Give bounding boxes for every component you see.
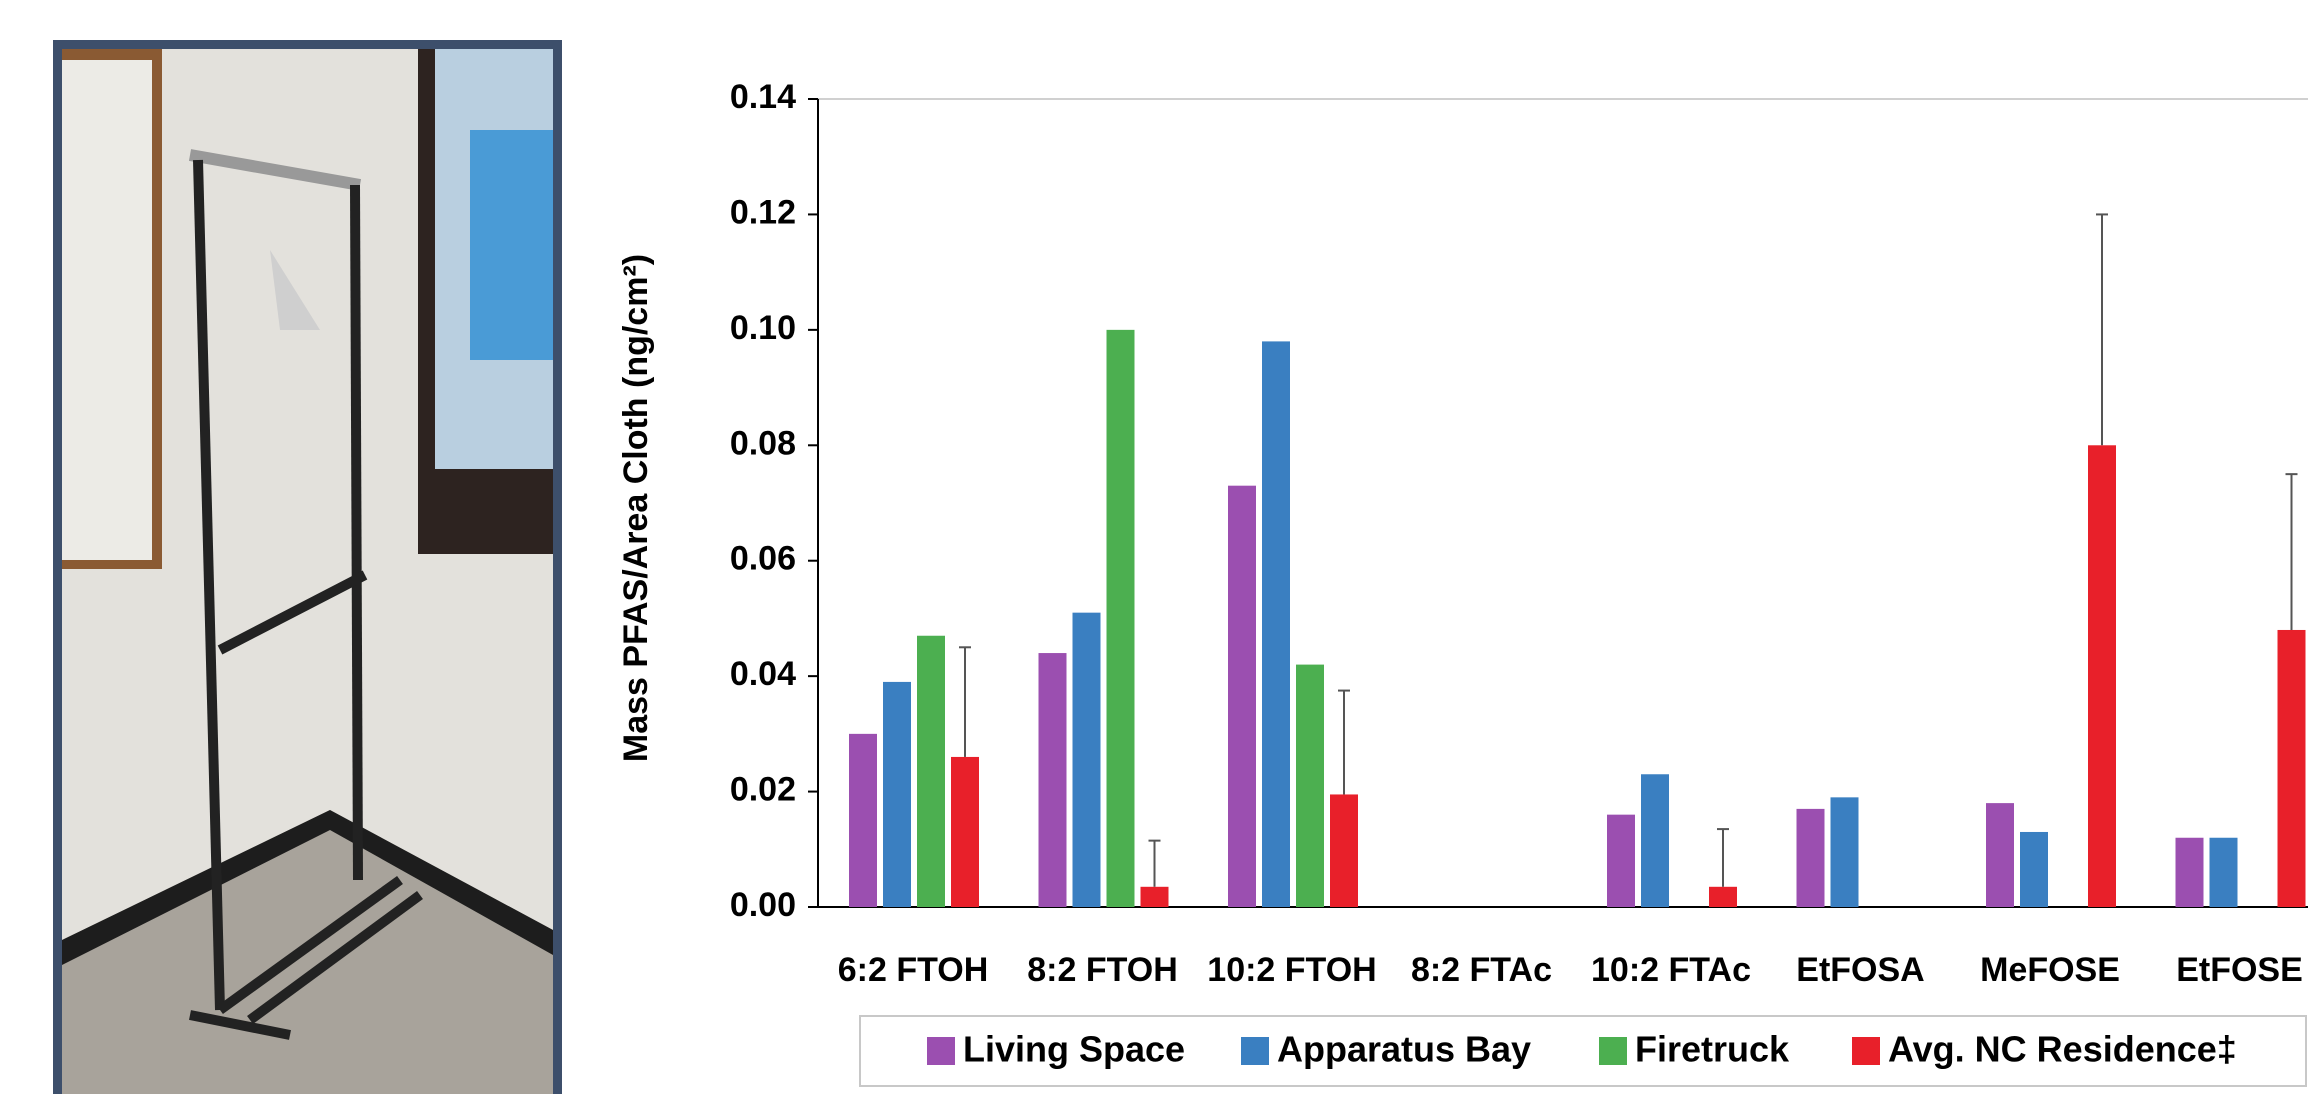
x-tick-label: 10:2 FTAc (1591, 951, 1751, 989)
bar (1072, 612, 1101, 907)
y-axis-title: Mass PFAS/Area Cloth (ng/cm²) (617, 254, 655, 762)
bar (1796, 808, 1825, 907)
baseboard (62, 810, 330, 965)
bar (1140, 886, 1169, 907)
x-tick-label: EtFOSA (1796, 951, 1924, 989)
bar (2020, 831, 2048, 907)
bar (1262, 341, 1290, 907)
y-tick-label: 0.14 (730, 78, 796, 116)
bar (951, 756, 979, 907)
legend-swatch (927, 1037, 955, 1065)
bar (883, 681, 911, 907)
legend-box (859, 1015, 2307, 1087)
y-tick-label: 0.12 (730, 193, 796, 231)
y-tick-label: 0.08 (730, 424, 796, 462)
bar (1330, 794, 1358, 907)
cloth (270, 250, 320, 330)
bar (2088, 445, 2116, 907)
bar (1607, 814, 1635, 907)
legend-swatch (1599, 1037, 1627, 1065)
bar (2175, 837, 2204, 907)
legend-swatch (1852, 1037, 1880, 1065)
bar (917, 635, 945, 907)
rack (188, 149, 423, 1040)
bar (1986, 803, 2014, 907)
photo (53, 40, 562, 1094)
x-tick-label: MeFOSE (1980, 951, 2120, 989)
legend-label: Apparatus Bay (1277, 1029, 1531, 1070)
bar (1296, 664, 1324, 907)
bar (1228, 485, 1256, 907)
legend-label: Avg. NC Residence‡ (1888, 1029, 2237, 1070)
legend-swatch (1241, 1037, 1269, 1065)
y-tick-label: 0.02 (730, 771, 796, 809)
bar (1709, 886, 1737, 907)
x-tick-label: 6:2 FTOH (838, 951, 989, 989)
bar (1641, 774, 1669, 907)
bar (1106, 329, 1135, 907)
window-view (470, 130, 553, 360)
x-tick-label: 10:2 FTOH (1207, 951, 1376, 989)
y-tick-label: 0.04 (730, 655, 796, 693)
y-tick-label: 0.06 (730, 540, 796, 578)
x-tick-label: 8:2 FTOH (1027, 951, 1178, 989)
bar (1830, 797, 1859, 907)
legend-label: Living Space (963, 1029, 1185, 1070)
baseboard (330, 810, 553, 955)
bar (849, 733, 877, 907)
bar (2209, 837, 2238, 907)
legend-label: Firetruck (1635, 1029, 1790, 1070)
bar (2277, 629, 2306, 907)
bar (1038, 653, 1067, 907)
x-tick-label: 8:2 FTAc (1411, 951, 1552, 989)
y-tick-label: 0.00 (730, 886, 796, 924)
y-tick-label: 0.10 (730, 309, 796, 347)
whiteboard (62, 60, 152, 560)
x-tick-label: EtFOSE (2176, 951, 2303, 989)
